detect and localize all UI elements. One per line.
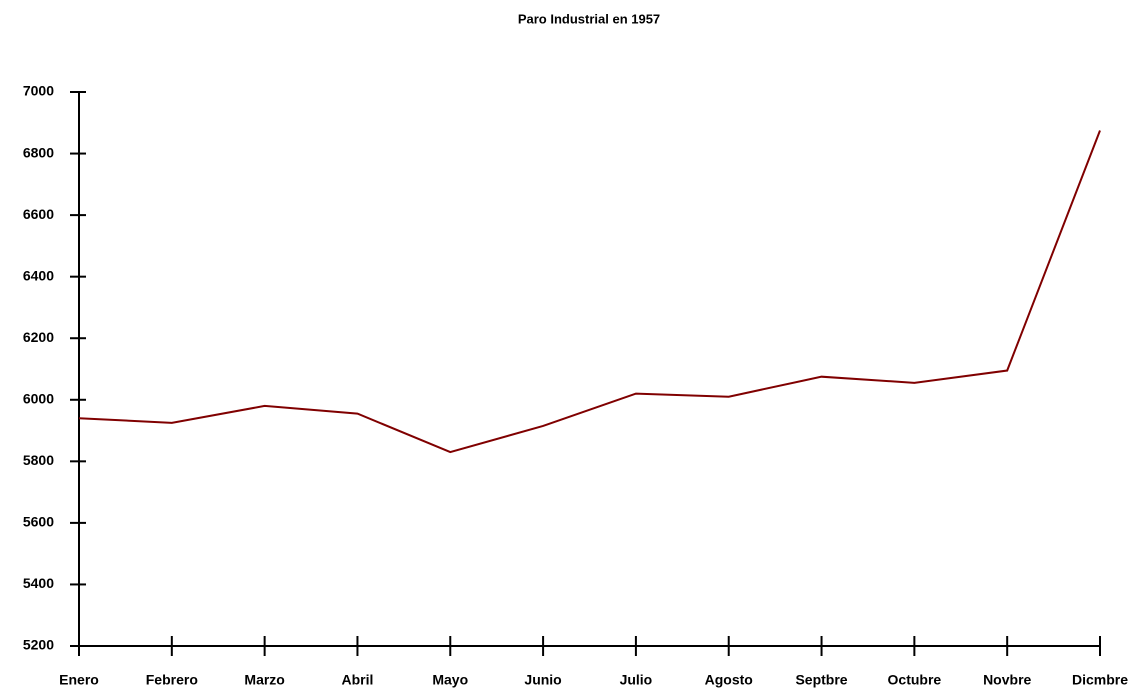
line-series <box>78 130 1101 454</box>
chart-title: Paro Industrial en 1957 <box>518 11 660 26</box>
y-tick-label: 7000 <box>23 83 54 99</box>
y-tick-label: 6000 <box>23 390 54 406</box>
x-tick-label: Octubre <box>888 672 942 688</box>
x-tick-label: Febrero <box>146 672 198 688</box>
y-tick-label: 5400 <box>23 575 54 591</box>
y-tick-label: 5800 <box>23 452 54 468</box>
y-tick-label: 6200 <box>23 329 54 345</box>
x-tick-label: Novbre <box>983 672 1031 688</box>
x-tick-label: Marzo <box>244 672 284 688</box>
y-tick-label: 5600 <box>23 514 54 530</box>
x-tick-label: Julio <box>620 672 653 688</box>
x-tick-label: Septbre <box>795 672 847 688</box>
x-tick-label: Abril <box>342 672 374 688</box>
y-tick-label: 6800 <box>23 144 54 160</box>
y-tick-label: 5200 <box>23 637 54 653</box>
y-tick-label: 6400 <box>23 267 54 283</box>
y-tick-label: 6600 <box>23 206 54 222</box>
x-tick-label: Enero <box>59 672 99 688</box>
x-tick-label: Agosto <box>705 672 753 688</box>
x-tick-label: Junio <box>524 672 561 688</box>
x-tick-label: Mayo <box>432 672 468 688</box>
x-tick-label: Dicmbre <box>1072 672 1128 688</box>
